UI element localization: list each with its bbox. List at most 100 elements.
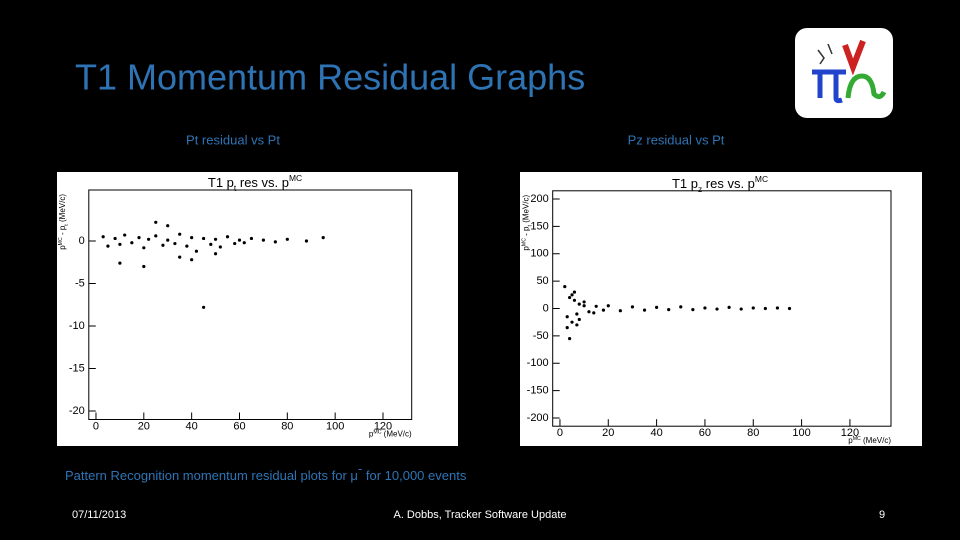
point <box>703 306 707 310</box>
x-tick-label: 40 <box>650 427 662 439</box>
y-tick-label: 200 <box>530 193 548 205</box>
caption: Pattern Recognition momentum residual pl… <box>65 461 467 484</box>
point <box>572 290 577 294</box>
point <box>190 258 194 262</box>
point <box>601 308 606 312</box>
point <box>606 304 610 308</box>
point <box>739 307 743 311</box>
y-tick-label: 0 <box>543 302 549 314</box>
point <box>202 305 206 309</box>
text-part: MC <box>289 173 302 183</box>
chart-panel <box>520 172 922 446</box>
x-tick-label: 80 <box>281 420 293 432</box>
text-part: p <box>848 436 853 445</box>
chart-panel <box>57 172 458 446</box>
point <box>146 237 151 241</box>
text-part: - p <box>58 225 67 237</box>
plot-frame <box>88 189 413 420</box>
point <box>154 220 158 224</box>
text-part: MC <box>522 238 528 246</box>
point <box>237 238 242 242</box>
point <box>185 244 189 248</box>
chart-title: T1 pz res vs. pMC <box>672 174 768 194</box>
text-part: (MeV/c) <box>381 430 412 439</box>
point <box>763 306 767 311</box>
y-tick-label: 50 <box>536 275 548 287</box>
point <box>715 307 719 311</box>
point <box>570 293 574 297</box>
y-tick-label: -15 <box>69 362 85 374</box>
point <box>106 244 110 248</box>
y-tick-label: 150 <box>530 220 548 232</box>
point <box>178 232 182 236</box>
y-tick-label: -10 <box>69 320 85 332</box>
chart-title: T1 pt res vs. pMC <box>208 173 302 193</box>
point <box>166 238 170 242</box>
point <box>154 234 158 238</box>
point <box>594 304 598 308</box>
point <box>137 236 141 240</box>
text-part: - <box>358 461 362 476</box>
text-part: T1 p <box>208 175 234 190</box>
point <box>787 306 792 311</box>
point <box>118 242 122 246</box>
point <box>213 252 218 256</box>
point <box>679 305 683 309</box>
point <box>577 317 581 322</box>
chart-subtitle: Pt residual vs Pt <box>186 132 280 147</box>
text-part: MC <box>755 174 768 184</box>
point <box>775 306 780 310</box>
point <box>321 236 325 240</box>
point <box>568 295 572 300</box>
point <box>101 235 105 239</box>
text-part: t <box>528 224 534 226</box>
point <box>285 237 289 241</box>
y-tick-label: -5 <box>75 277 85 289</box>
point <box>582 304 586 308</box>
point <box>178 255 182 259</box>
point <box>751 306 755 310</box>
text-part: t <box>64 224 70 226</box>
footer-date: 07/11/2013 <box>72 509 126 521</box>
text-part: T1 p <box>672 176 698 191</box>
point <box>142 246 146 250</box>
text-part: MC <box>853 436 861 442</box>
point <box>202 236 206 241</box>
x-tick-label: 100 <box>792 427 810 439</box>
text-part: (MeV/c) <box>58 194 67 225</box>
point <box>618 309 622 313</box>
point <box>572 298 577 302</box>
slide-title: T1 Momentum Residual Graphs <box>75 57 585 98</box>
point <box>123 233 127 237</box>
point <box>173 241 177 246</box>
point <box>570 320 574 324</box>
x-tick-label: 0 <box>93 420 99 432</box>
footer-page: 9 <box>879 509 885 521</box>
point <box>209 242 213 246</box>
logo <box>795 28 893 118</box>
point <box>233 241 237 246</box>
y-axis-label: pMC - pt (MeV/c) <box>522 194 534 250</box>
y-tick-label: -20 <box>69 405 85 417</box>
y-axis-label: pMC - pt (MeV/c) <box>58 194 70 250</box>
point <box>575 323 579 327</box>
point <box>592 311 596 315</box>
point <box>225 235 230 239</box>
x-tick-label: 100 <box>326 420 344 432</box>
text-part: MC <box>373 430 381 436</box>
point <box>218 245 222 249</box>
text-part: Pattern Recognition momentum residual pl… <box>65 468 358 483</box>
y-tick-label: -200 <box>527 412 549 424</box>
point <box>568 337 572 341</box>
point <box>565 315 569 319</box>
text-part: - p <box>522 226 531 238</box>
point <box>130 241 134 245</box>
x-tick-label: 60 <box>699 427 711 439</box>
point <box>565 326 569 330</box>
text-part: t <box>234 183 237 193</box>
point <box>575 312 579 316</box>
text-part: for 10,000 events <box>362 468 467 483</box>
chart-subtitle: Pz residual vs Pt <box>628 132 725 147</box>
point <box>113 236 117 241</box>
